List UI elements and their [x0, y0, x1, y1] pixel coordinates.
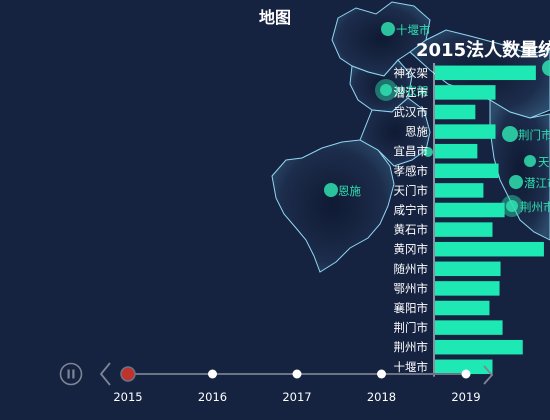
map-marker-label: 天 [538, 155, 550, 169]
category-label: 襄阳市 [394, 301, 429, 315]
play-pause-button[interactable] [59, 362, 83, 386]
map-marker-enshi[interactable]: 恩施 [324, 183, 361, 198]
map-marker-tian[interactable]: 天 [524, 155, 550, 169]
bar[interactable] [435, 300, 490, 316]
category-label: 神农架 [394, 66, 429, 80]
map-marker-shiyan[interactable]: 十堰市 [381, 22, 431, 37]
map-marker-label: 神农架 [394, 84, 429, 98]
timeline-points: 2015 2016 2017 2018 2019 [113, 366, 481, 405]
map-region-jingmen[interactable] [489, 99, 550, 241]
map-marker-label: 荆门市 [518, 128, 550, 142]
bar[interactable] [435, 143, 478, 159]
category-label: 黄石市 [394, 223, 429, 237]
bar[interactable] [435, 202, 505, 218]
bar[interactable] [435, 124, 496, 139]
map-region-yichang[interactable] [359, 97, 431, 167]
category-label: 随州市 [394, 262, 429, 276]
category-label: 孝感市 [394, 164, 429, 178]
pause-icon [67, 369, 70, 379]
timeline-year-label: 2017 [282, 390, 311, 404]
bar[interactable] [435, 281, 500, 296]
map-marker-shennongjia[interactable]: 神农架 [375, 79, 429, 101]
category-label: 鄂州市 [394, 281, 429, 295]
prev-year-button[interactable] [99, 362, 111, 386]
chart-title: 2015法人数量统 [416, 40, 550, 61]
map-marker-qianjiang[interactable]: 潜江市 [509, 175, 550, 190]
timeline-year-label: 2015 [113, 390, 142, 404]
category-label: 荆州市 [394, 340, 429, 354]
category-label: 宜昌市 [394, 144, 429, 158]
map-marker-edge-dot [542, 60, 550, 76]
bar[interactable] [435, 320, 503, 335]
map-marker-label: 潜江市 [524, 176, 550, 190]
bar[interactable] [435, 261, 501, 277]
category-label: 武汉市 [394, 105, 429, 119]
pause-icon [72, 369, 75, 379]
bar[interactable] [435, 222, 493, 237]
map-region-enshi[interactable] [271, 139, 395, 273]
timeline-year-label: 2019 [451, 390, 480, 404]
bar-chart-category-labels: 神农架潜江市武汉市恩施宜昌市孝感市天门市咸宁市黄石市黄冈市随州市鄂州市襄阳市荆门… [394, 66, 429, 374]
timeline-point[interactable]: 2018 [367, 369, 396, 405]
bar[interactable] [435, 104, 476, 120]
bar[interactable] [435, 163, 499, 179]
bar[interactable] [435, 183, 484, 198]
category-label: 恩施 [405, 125, 428, 139]
category-label: 十堰市 [394, 360, 429, 374]
timeline: 2015 2016 2017 2018 2019 [59, 362, 494, 405]
map-marker-label: 恩施 [338, 184, 361, 198]
category-label: 荆门市 [394, 321, 429, 335]
map-marker-label: 十堰市 [396, 23, 431, 37]
next-year-button[interactable] [483, 365, 494, 385]
timeline-year-label: 2018 [367, 390, 396, 404]
map-marker-jingzhou[interactable]: 荆州市 [501, 195, 550, 217]
bar[interactable] [435, 85, 496, 100]
map-marker-small-dot [423, 147, 433, 157]
timeline-point[interactable]: 2015 [113, 366, 143, 404]
bar-chart-bars [435, 65, 544, 375]
category-label: 黄冈市 [394, 242, 429, 256]
timeline-point[interactable]: 2019 [451, 369, 481, 405]
map-marker-label: 荆州市 [520, 200, 550, 214]
category-label: 天门市 [394, 183, 429, 197]
category-label: 咸宁市 [394, 203, 429, 217]
bar[interactable] [435, 65, 536, 81]
timeline-year-label: 2016 [198, 390, 227, 404]
map-marker-jingmen[interactable]: 荆门市 [502, 126, 550, 142]
map-markers: 十堰市 神农架 恩施 荆门市 天 潜江市 荆州市 [324, 22, 550, 217]
timeline-point[interactable]: 2016 [198, 369, 227, 405]
category-label: 潜江市 [394, 85, 429, 99]
bar[interactable] [435, 359, 493, 375]
bar[interactable] [435, 339, 523, 355]
map-title: 地图 [258, 8, 291, 27]
bar[interactable] [435, 241, 544, 257]
timeline-point[interactable]: 2017 [282, 369, 312, 405]
